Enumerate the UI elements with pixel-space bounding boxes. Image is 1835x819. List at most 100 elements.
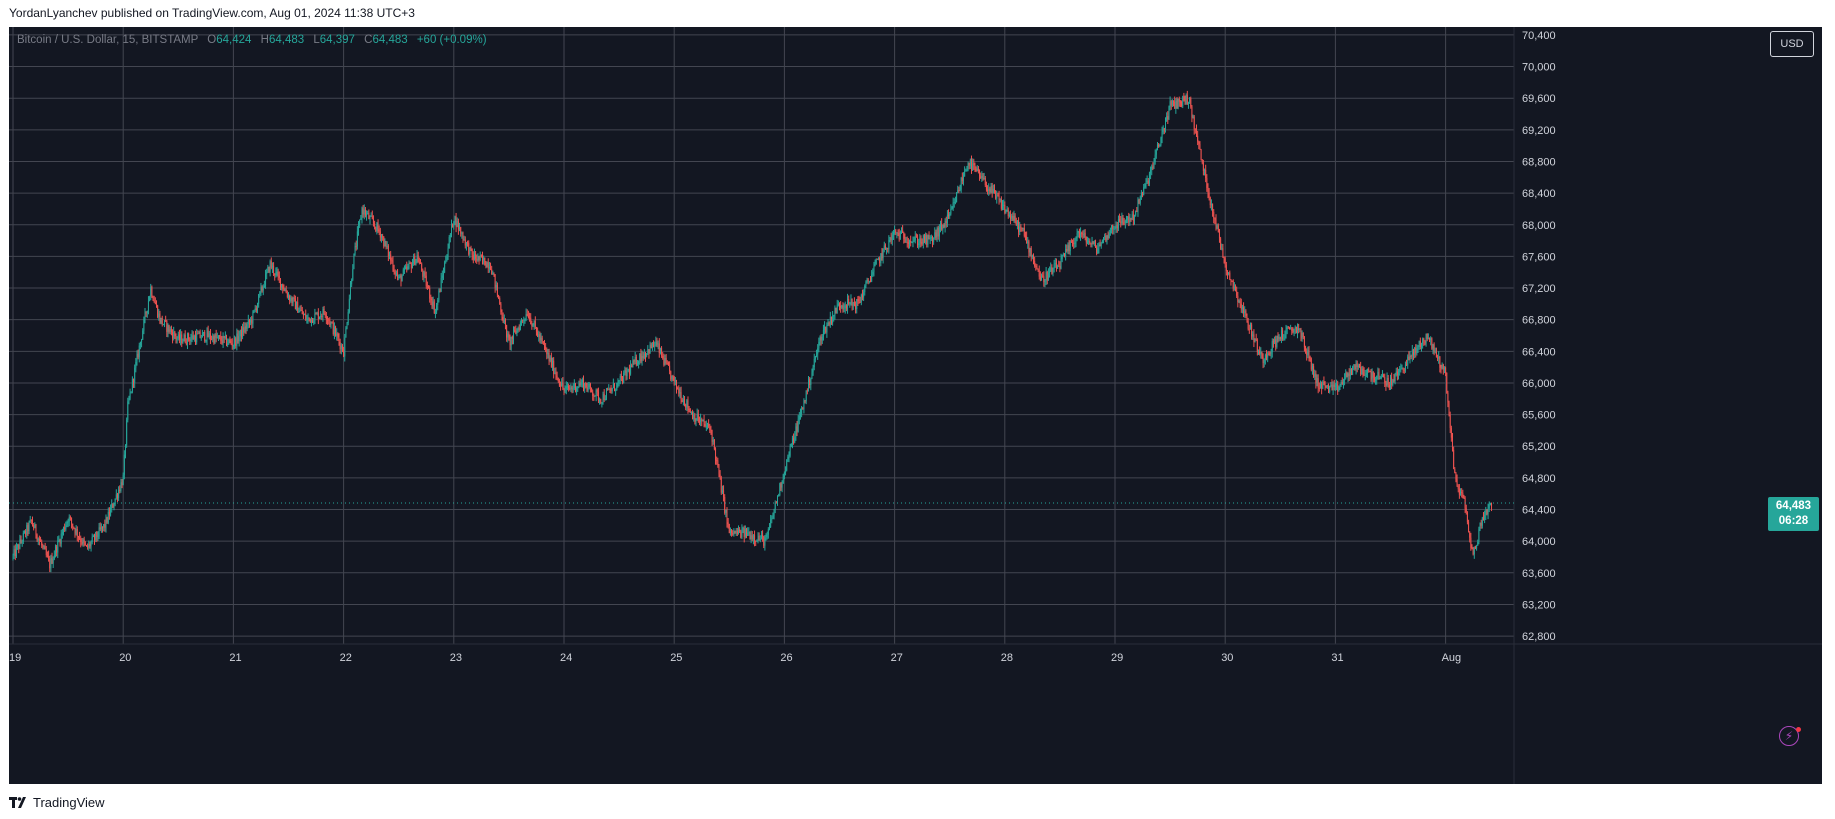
candle-body bbox=[972, 163, 974, 171]
candle-body bbox=[488, 266, 490, 269]
candle-body bbox=[790, 443, 792, 447]
candle-body bbox=[1355, 363, 1357, 370]
candle-body bbox=[677, 388, 679, 390]
candle-body bbox=[64, 527, 66, 530]
candle-body bbox=[797, 419, 799, 432]
candle-body bbox=[1278, 337, 1280, 339]
candle-body bbox=[1186, 95, 1188, 105]
candle-body bbox=[1214, 218, 1216, 220]
candle-body bbox=[223, 335, 225, 339]
candle-body bbox=[1050, 267, 1052, 272]
candle-body bbox=[744, 528, 746, 537]
candle-body bbox=[1191, 106, 1193, 118]
candle-body bbox=[1455, 472, 1457, 480]
candle-body bbox=[361, 208, 363, 219]
candle-body bbox=[1108, 233, 1110, 239]
candle-body bbox=[1298, 328, 1300, 330]
candle-body bbox=[1154, 154, 1156, 163]
candle-body bbox=[284, 289, 286, 291]
candle-body bbox=[859, 302, 861, 304]
candle-body bbox=[76, 528, 78, 537]
candle-body bbox=[245, 326, 247, 329]
candle-body bbox=[53, 555, 55, 559]
candle-body bbox=[648, 349, 650, 354]
chart-panel[interactable]: 70,400 70,000 69,600 69,200 68,800 68,400 68,0… bbox=[9, 27, 1822, 784]
candle-body bbox=[1321, 383, 1323, 389]
candle-body bbox=[701, 419, 703, 422]
candle-body bbox=[674, 380, 676, 382]
candle-body bbox=[840, 305, 842, 308]
candle-body bbox=[592, 391, 594, 396]
candle-body bbox=[684, 398, 686, 405]
candle-body bbox=[1439, 356, 1441, 368]
candle-body bbox=[617, 381, 619, 383]
candle-body bbox=[996, 195, 998, 199]
candle-body bbox=[48, 556, 50, 559]
candle-body bbox=[548, 353, 550, 361]
candle-body bbox=[531, 324, 533, 326]
candle-body bbox=[950, 209, 952, 214]
candle-body bbox=[549, 357, 551, 361]
candle-body bbox=[856, 299, 858, 310]
candle-body bbox=[314, 313, 316, 322]
candle-body bbox=[1128, 216, 1130, 223]
candle-body bbox=[521, 320, 523, 323]
change-value: +60 (+0.09%) bbox=[416, 34, 487, 46]
candle-body bbox=[208, 333, 210, 338]
candle-body bbox=[449, 234, 451, 238]
candle-body bbox=[457, 220, 459, 230]
candle-body bbox=[201, 332, 203, 338]
candle-body bbox=[363, 209, 365, 215]
candle-body bbox=[968, 162, 970, 166]
candle-body bbox=[647, 349, 649, 354]
candle-body bbox=[1345, 372, 1347, 379]
candle-body bbox=[299, 309, 301, 312]
candlestick-chart[interactable]: 70,400 70,000 69,600 69,200 68,800 68,400 68,0… bbox=[9, 27, 1822, 784]
candle-body bbox=[22, 532, 24, 542]
candle-body bbox=[467, 242, 469, 244]
candle-body bbox=[89, 543, 91, 547]
candle-body bbox=[1016, 221, 1018, 225]
candle-body bbox=[500, 304, 502, 313]
candle-body bbox=[641, 355, 643, 362]
candle-body bbox=[355, 246, 357, 248]
candle-body bbox=[607, 389, 609, 391]
candle-body bbox=[904, 238, 906, 243]
candle-body bbox=[867, 279, 869, 282]
candle-body bbox=[634, 357, 636, 362]
x-tick-label: 28 bbox=[1001, 652, 1013, 664]
candle-body bbox=[306, 318, 308, 320]
candle-body bbox=[562, 382, 564, 389]
candle-body bbox=[1193, 116, 1195, 130]
candle-body bbox=[346, 322, 348, 329]
candle-body bbox=[439, 290, 441, 292]
candle-body bbox=[1173, 100, 1175, 102]
candle-body bbox=[1163, 128, 1165, 131]
candle-body bbox=[172, 332, 174, 339]
candle-body bbox=[1042, 275, 1044, 277]
currency-button[interactable]: USD bbox=[1770, 31, 1814, 57]
candle-body bbox=[71, 518, 73, 524]
candle-body bbox=[935, 232, 937, 238]
candle-body bbox=[1461, 491, 1463, 494]
candle-body bbox=[1361, 368, 1363, 375]
candle-body bbox=[550, 357, 552, 367]
candle-body bbox=[283, 289, 285, 291]
candle-body bbox=[515, 330, 517, 334]
candle-body bbox=[1104, 235, 1106, 237]
candle-body bbox=[1117, 219, 1119, 229]
candle-body bbox=[197, 333, 199, 335]
candle-body bbox=[1474, 547, 1476, 549]
candle-body bbox=[917, 237, 919, 246]
candle-body bbox=[891, 234, 893, 241]
candle-body bbox=[732, 532, 734, 535]
candle-body bbox=[894, 230, 896, 232]
lightning-icon[interactable]: ⚡ bbox=[1779, 726, 1799, 746]
candle-body bbox=[1123, 222, 1125, 224]
candle-body bbox=[679, 392, 681, 394]
candle-body bbox=[1122, 217, 1124, 223]
candle-body bbox=[1070, 241, 1072, 243]
candle-body bbox=[876, 258, 878, 260]
candle-body bbox=[627, 369, 629, 371]
candle-body bbox=[873, 266, 875, 273]
